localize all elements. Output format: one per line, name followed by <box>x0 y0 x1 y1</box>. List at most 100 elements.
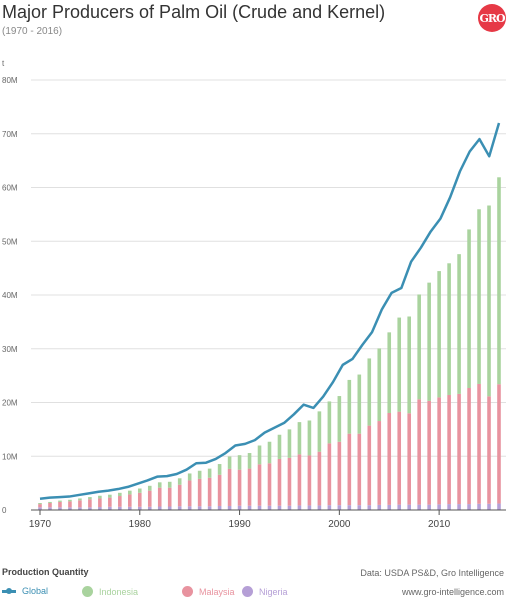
bar-indonesia <box>347 379 352 434</box>
bar-indonesia <box>327 401 332 444</box>
y-tick-label: 80M <box>2 76 18 85</box>
bar-nigeria <box>337 505 342 510</box>
bar-indonesia <box>118 492 122 497</box>
bar-indonesia <box>337 396 342 442</box>
bar-malaysia <box>68 501 72 508</box>
chart-subtitle: (1970 - 2016) <box>2 26 63 37</box>
bar-malaysia <box>227 468 232 506</box>
bar-nigeria <box>98 507 102 510</box>
bar-malaysia <box>437 397 441 505</box>
bar-malaysia <box>447 394 451 505</box>
bar-indonesia <box>48 501 52 504</box>
legend-title: Production Quantity <box>2 567 89 577</box>
bar-indonesia <box>217 464 222 475</box>
bar-nigeria <box>407 504 411 510</box>
bar-malaysia <box>327 443 332 506</box>
bar-indonesia <box>197 470 202 479</box>
bar-malaysia <box>207 477 212 507</box>
bar-nigeria <box>58 507 62 510</box>
bar-malaysia <box>457 393 461 505</box>
bar-indonesia <box>137 488 142 493</box>
bar-indonesia <box>467 229 471 388</box>
global-swatch-icon <box>2 587 16 594</box>
bar-malaysia <box>357 433 362 506</box>
bar-malaysia <box>108 497 112 507</box>
bar-nigeria <box>347 505 352 510</box>
malaysia-swatch-icon <box>182 586 193 597</box>
bar-nigeria <box>457 504 461 510</box>
bar-malaysia <box>497 384 501 504</box>
bar-malaysia <box>88 499 92 508</box>
bar-malaysia <box>38 504 42 508</box>
chart-title: Major Producers of Palm Oil (Crude and K… <box>2 2 386 22</box>
bar-indonesia <box>277 434 282 459</box>
bar-indonesia <box>267 441 272 464</box>
bar-malaysia <box>98 498 102 508</box>
bar-nigeria <box>267 505 272 510</box>
bar-nigeria <box>447 504 451 510</box>
bar-indonesia <box>207 468 212 478</box>
bar-malaysia <box>247 468 252 506</box>
bar-indonesia <box>98 495 102 499</box>
bar-nigeria <box>487 503 491 510</box>
bar-malaysia <box>118 496 122 507</box>
bar-indonesia <box>397 317 402 412</box>
bar-malaysia <box>387 412 392 505</box>
bar-nigeria <box>247 505 252 510</box>
bar-nigeria <box>227 505 232 510</box>
bar-indonesia <box>497 177 501 385</box>
bar-nigeria <box>257 505 262 510</box>
y-axis-unit: t <box>2 59 5 68</box>
bar-malaysia <box>337 441 342 506</box>
legend-item-malaysia[interactable]: Malaysia <box>182 586 235 597</box>
line-global <box>39 122 501 500</box>
bar-malaysia <box>257 464 262 506</box>
bar-malaysia <box>197 478 202 507</box>
bar-indonesia <box>457 254 461 394</box>
legend-item-global[interactable]: Global <box>2 586 48 596</box>
bar-nigeria <box>497 503 501 510</box>
bar-indonesia <box>427 282 431 401</box>
bar-malaysia <box>427 400 431 505</box>
bar-indonesia <box>357 374 362 434</box>
bar-indonesia <box>147 485 152 491</box>
bar-nigeria <box>377 504 382 510</box>
data-source: Data: USDA PS&D, Gro Intelligence <box>360 568 504 578</box>
bar-malaysia <box>177 484 182 507</box>
legend-label: Nigeria <box>259 586 288 597</box>
y-tick-label: 40M <box>2 291 18 300</box>
bar-malaysia <box>267 463 272 506</box>
legend-item-indonesia[interactable]: Indonesia <box>82 586 138 597</box>
bar-malaysia <box>237 469 242 506</box>
x-tick-label: 2000 <box>328 519 351 530</box>
chart-area: 0 10M 20M 30M 40M 50M 60M 70M 80M 1970 1980 1990 200… <box>2 76 506 530</box>
bar-malaysia <box>147 490 152 507</box>
bar-indonesia <box>237 455 242 470</box>
nigeria-swatch-icon <box>242 586 253 597</box>
bar-nigeria <box>38 507 42 510</box>
website-link[interactable]: www.gro-intelligence.com <box>401 587 504 597</box>
bar-nigeria <box>88 507 92 510</box>
bar-indonesia <box>58 500 62 502</box>
bar-nigeria <box>118 506 122 510</box>
x-tick-label: 1990 <box>228 519 251 530</box>
bar-indonesia <box>157 482 162 488</box>
bar-indonesia <box>167 481 172 488</box>
y-tick-label: 0 <box>2 506 7 515</box>
bar-malaysia <box>487 396 491 504</box>
bar-nigeria <box>417 504 421 510</box>
bar-indonesia <box>487 205 491 397</box>
bar-malaysia <box>187 480 192 507</box>
bar-indonesia <box>128 490 132 495</box>
bar-malaysia <box>78 500 82 508</box>
bar-indonesia <box>417 294 421 400</box>
x-tick-label: 1970 <box>29 519 52 530</box>
bar-nigeria <box>387 504 392 510</box>
legend-item-nigeria[interactable]: Nigeria <box>242 586 288 597</box>
bar-malaysia <box>48 503 52 508</box>
x-tick-label: 2010 <box>428 519 451 530</box>
bar-indonesia <box>177 478 182 485</box>
bar-malaysia <box>417 399 421 505</box>
bar-nigeria <box>187 506 192 510</box>
bar-malaysia <box>297 454 302 506</box>
